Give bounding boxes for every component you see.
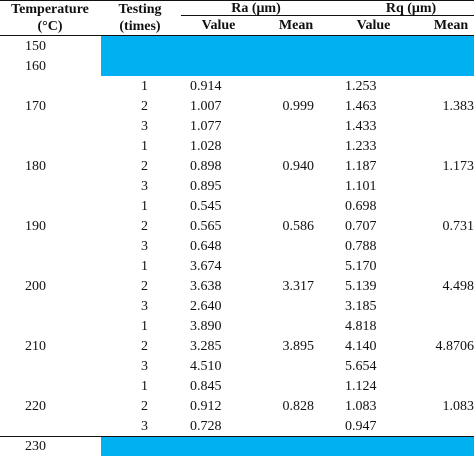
cell-temperature: 220: [25, 399, 46, 414]
cell-temperature: 230: [25, 439, 46, 454]
cell-rq-value: 1.433: [345, 119, 377, 134]
cell-ra-value: 1.007: [190, 99, 222, 114]
header-ra-mean: Mean: [278, 18, 314, 33]
header-temperature: Temperature (°C): [0, 1, 100, 35]
cell-temperature: 170: [25, 99, 46, 114]
cell-rq-value: 4.818: [345, 319, 377, 334]
cell-testing: 1: [141, 79, 148, 94]
cell-testing: 1: [141, 199, 148, 214]
cell-temperature: 190: [25, 219, 46, 234]
cell-ra-mean: 3.895: [282, 339, 315, 354]
header-temperature-label: Temperature: [11, 2, 89, 17]
cell-testing: 1: [141, 319, 148, 334]
cell-rq-mean: 0.731: [442, 219, 474, 234]
cell-ra-value: 0.914: [190, 79, 222, 94]
cell-testing: 2: [141, 99, 148, 114]
cell-ra-value: 0.565: [190, 219, 222, 234]
cell-testing: 1: [141, 259, 148, 274]
highlight-band: [101, 56, 474, 76]
cell-ra-mean: 0.999: [282, 99, 315, 114]
cell-rq-value: 1.124: [345, 379, 377, 394]
cell-rq-value: 1.083: [345, 399, 377, 414]
header-rq-mean: Mean: [433, 18, 469, 33]
cell-rq-value: 1.101: [345, 179, 377, 194]
cell-temperature: 160: [25, 59, 46, 74]
header-testing-label: Testing: [118, 2, 162, 17]
cell-testing: 2: [141, 219, 148, 234]
header-ra-value: Value: [201, 18, 236, 33]
cell-testing: 3: [141, 359, 148, 374]
cell-ra-value: 2.640: [190, 299, 222, 314]
cell-rq-mean: 1.083: [442, 399, 474, 414]
cell-ra-value: 0.648: [190, 239, 222, 254]
cell-rq-mean: 1.383: [442, 99, 474, 114]
cell-ra-value: 0.728: [190, 419, 222, 434]
cell-ra-mean: 0.940: [282, 159, 315, 174]
cell-ra-value: 4.510: [190, 359, 222, 374]
cell-ra-value: 3.285: [190, 339, 222, 354]
subheader-rule: [181, 15, 474, 16]
cell-ra-value: 0.895: [190, 179, 222, 194]
header-temperature-unit: (°C): [37, 19, 63, 34]
cell-rq-value: 0.698: [345, 199, 377, 214]
cell-rq-value: 1.253: [345, 79, 377, 94]
cell-rq-value: 1.463: [345, 99, 377, 114]
cell-ra-value: 0.898: [190, 159, 222, 174]
cell-rq-value: 4.140: [345, 339, 377, 354]
cell-ra-value: 0.845: [190, 379, 222, 394]
cell-rq-mean: 4.498: [442, 279, 474, 294]
cell-ra-value: 3.674: [190, 259, 222, 274]
cell-temperature: 150: [25, 39, 46, 54]
table-bottom-rule: [0, 436, 474, 437]
cell-rq-value: 1.187: [345, 159, 377, 174]
cell-rq-value: 1.233: [345, 139, 377, 154]
cell-rq-value: 0.707: [345, 219, 377, 234]
cell-testing: 3: [141, 419, 148, 434]
cell-temperature: 200: [25, 279, 46, 294]
cell-rq-value: 0.947: [345, 419, 377, 434]
cell-testing: 3: [141, 119, 148, 134]
cell-testing: 3: [141, 239, 148, 254]
cell-testing: 2: [141, 279, 148, 294]
header-bottom-rule: [0, 35, 474, 36]
cell-ra-mean: 0.828: [282, 399, 315, 414]
cell-testing: 1: [141, 139, 148, 154]
cell-rq-value: 5.139: [345, 279, 377, 294]
cell-rq-value: 5.170: [345, 259, 377, 274]
cell-testing: 2: [141, 399, 148, 414]
header-ra: Ra (μm): [231, 1, 281, 16]
cell-rq-value: 0.788: [345, 239, 377, 254]
cell-ra-mean: 3.317: [282, 279, 315, 294]
cell-rq-mean: 4.8706: [435, 339, 474, 354]
cell-ra-value: 1.077: [190, 119, 222, 134]
cell-temperature: 180: [25, 159, 46, 174]
header-testing: Testing (times): [100, 1, 180, 35]
cell-testing: 2: [141, 339, 148, 354]
header-testing-unit: (times): [119, 19, 161, 34]
cell-ra-value: 3.638: [190, 279, 222, 294]
highlight-band: [101, 36, 474, 56]
header-rq-value: Value: [356, 18, 391, 33]
cell-ra-value: 3.890: [190, 319, 222, 334]
cell-testing: 2: [141, 159, 148, 174]
cell-testing: 1: [141, 379, 148, 394]
highlight-band: [101, 436, 474, 456]
cell-ra-mean: 0.586: [282, 219, 315, 234]
cell-rq-value: 5.654: [345, 359, 377, 374]
cell-testing: 3: [141, 299, 148, 314]
cell-rq-mean: 1.173: [442, 159, 474, 174]
cell-rq-value: 3.185: [345, 299, 377, 314]
cell-testing: 3: [141, 179, 148, 194]
table-body: 150 160 1 0.914 1.253 170 2 1.007 0.999 1.463 1.38…: [0, 36, 474, 456]
cell-ra-value: 1.028: [190, 139, 222, 154]
header-rq: Rq (μm): [385, 1, 437, 16]
table-top-rule: [0, 0, 474, 1]
cell-ra-value: 0.912: [190, 399, 222, 414]
cell-temperature: 210: [25, 339, 46, 354]
cell-ra-value: 0.545: [190, 199, 222, 214]
